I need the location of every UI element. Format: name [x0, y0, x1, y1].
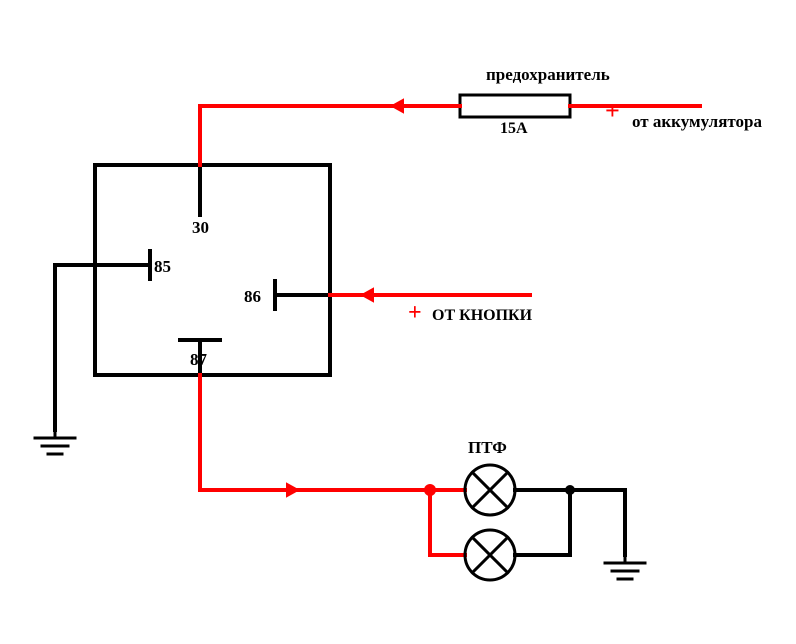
from-button-label: ОТ КНОПКИ: [432, 307, 532, 325]
pin87-label: 87: [190, 350, 207, 370]
plus-battery: +: [605, 96, 620, 126]
pin85-label: 85: [154, 257, 171, 277]
circuit-diagram: [0, 0, 796, 644]
plus-button: +: [408, 300, 422, 327]
from-battery-label: от аккумулятора: [632, 112, 762, 132]
pin86-label: 86: [244, 287, 261, 307]
fuse-label: предохранитель: [486, 65, 610, 85]
fuse-amp-label: 15А: [500, 120, 528, 138]
pin30-label: 30: [192, 218, 209, 238]
ptf-label: ПТФ: [468, 438, 507, 458]
